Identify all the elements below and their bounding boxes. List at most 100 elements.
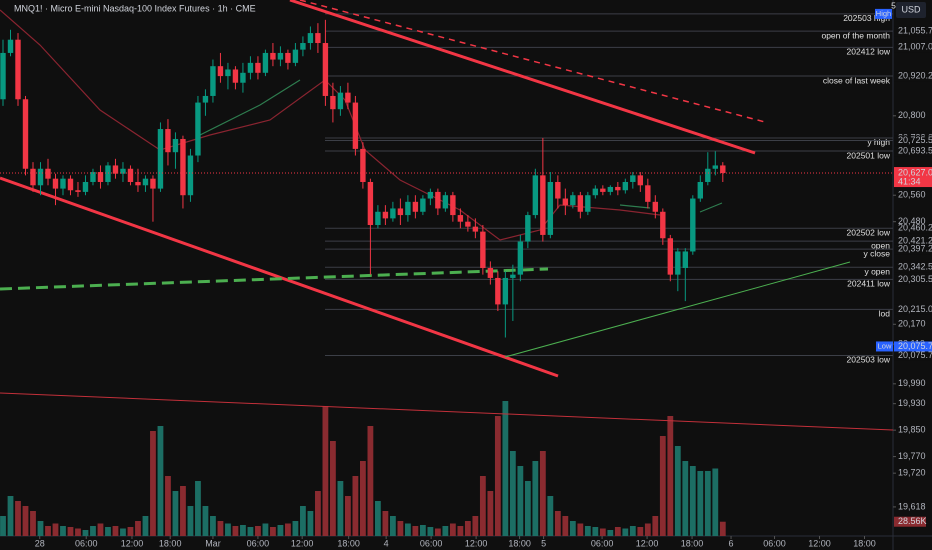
level-price: 20,342.50 [898, 262, 932, 272]
volume-bar [345, 496, 351, 536]
candle-body [517, 241, 524, 275]
candle-body [330, 95, 336, 110]
volume-bar [105, 527, 111, 536]
y-tick-label: 20,560 [898, 190, 926, 200]
candle-body [285, 52, 291, 63]
x-tick-label: 18:00 [853, 538, 876, 548]
candle-body [607, 186, 614, 192]
candle-body [150, 178, 156, 189]
trendline-lower [0, 176, 559, 378]
candle-body [225, 69, 231, 77]
candle-body [480, 231, 486, 269]
volume-bar [374, 501, 381, 536]
candle-body [180, 138, 186, 196]
volume-bar [592, 527, 599, 536]
low-price: 20,075.75 [898, 341, 932, 351]
x-tick-label: 06:00 [75, 538, 98, 548]
volume-bar [472, 516, 479, 536]
volume-bar [270, 527, 276, 536]
volume-bar [225, 523, 231, 536]
candle-body [120, 168, 126, 174]
x-tick-label: 06:00 [247, 538, 270, 548]
level-name: y close [864, 248, 891, 258]
volume-bar [300, 506, 306, 536]
level-price: 21,055.75 [898, 26, 932, 36]
green-trendline [504, 261, 851, 358]
y-tick-label: 19,720 [898, 468, 926, 478]
volume-bar [719, 521, 726, 536]
candle-body [322, 43, 329, 96]
level-price: 20,920.25 [898, 70, 932, 80]
candle-body [465, 221, 471, 227]
volume-bar [464, 521, 471, 536]
candle-body [375, 211, 381, 225]
candle-body [22, 99, 29, 169]
volume-bar [75, 528, 81, 536]
volume-bar [547, 496, 554, 536]
candle-body [30, 168, 36, 186]
volume-bar [37, 521, 44, 536]
currency-button[interactable] [896, 2, 926, 18]
candle-body [697, 181, 704, 199]
candle-body [420, 198, 426, 212]
volume-last-bg [894, 516, 926, 527]
volume-bar [367, 426, 374, 536]
y-tick-label: 20,480 [898, 216, 926, 226]
candle-body [577, 195, 584, 212]
volume-bar [82, 530, 89, 536]
volume-bar [427, 527, 434, 536]
volume-bar [502, 401, 509, 536]
candle-body [562, 198, 569, 206]
x-tick-label: 06:00 [591, 538, 614, 548]
volume-bar [644, 523, 651, 536]
volume-bar [217, 521, 224, 536]
level-price: 20,215.00 [898, 304, 932, 314]
volume-bar [487, 491, 494, 536]
volume-bar [682, 461, 689, 536]
level-price-tag [894, 135, 932, 146]
volume-bar [180, 486, 186, 536]
red-long-line [0, 392, 894, 431]
volume-bar [457, 526, 464, 536]
volume-bar [247, 527, 254, 536]
volume-bar [45, 526, 51, 536]
candles [0, 19, 726, 338]
volume-bar [52, 523, 59, 536]
volume-bar [712, 468, 719, 536]
volume-bar [629, 526, 636, 536]
x-tick-label: 12:00 [291, 538, 314, 548]
volume-bar [315, 491, 321, 536]
y-tick-label: 19,930 [898, 398, 926, 408]
volume-bar [652, 516, 659, 536]
volume-bar [562, 516, 569, 536]
candle-body [127, 168, 134, 182]
volume-bar [90, 526, 96, 536]
volume-bar [382, 511, 389, 536]
candle-body [645, 185, 651, 202]
volume-bar [637, 527, 644, 536]
candle-body [7, 39, 14, 53]
level-name: y open [864, 266, 890, 276]
level-price: 20,421.25 [898, 236, 932, 246]
candle-body [52, 178, 59, 189]
currency[interactable]: USD [901, 4, 921, 14]
candle-body [712, 165, 718, 169]
volume-bar [434, 528, 441, 536]
candle-body [270, 52, 276, 60]
level-name: 202412 low [847, 47, 891, 57]
volume-bar [412, 526, 419, 536]
y-tick-label: 19,990 [898, 378, 926, 388]
candle-body [405, 201, 411, 216]
volume-bar [389, 516, 396, 536]
candle-body [45, 168, 51, 179]
volume-bar [569, 521, 576, 536]
x-tick-label: 06:00 [763, 538, 786, 548]
volume-bar [397, 521, 404, 536]
candle-body [382, 211, 389, 219]
volume-bar [127, 527, 134, 536]
level-price-tag [894, 42, 932, 53]
x-tick-label: 12:00 [121, 538, 144, 548]
candle-body [105, 165, 111, 182]
volume-bar [509, 451, 516, 536]
